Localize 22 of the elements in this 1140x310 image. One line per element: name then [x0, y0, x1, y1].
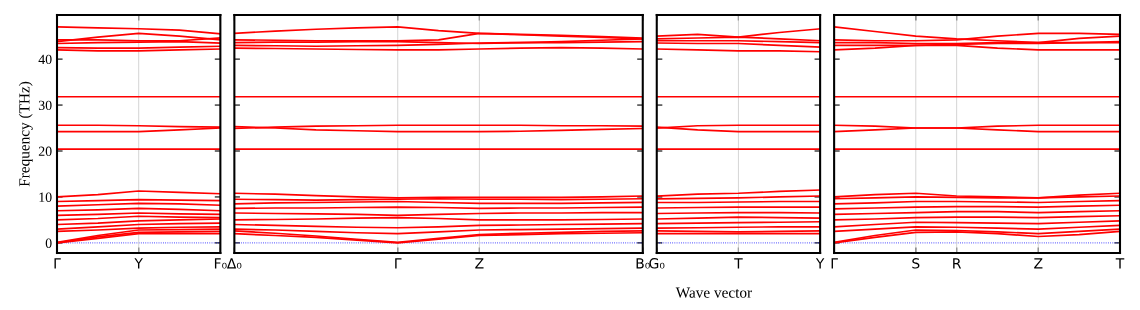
- x-tick-label: T: [734, 258, 743, 269]
- x-tick-label: S: [912, 258, 920, 269]
- x-tick-label: Γ: [54, 258, 61, 269]
- x-tick-label: B₀: [636, 258, 650, 269]
- y-axis-title: Frequency (THz): [18, 81, 33, 187]
- x-tick-label: Δ₀: [226, 258, 242, 269]
- x-tick-label: Y: [134, 258, 143, 269]
- x-tick-label: Z: [475, 258, 484, 269]
- x-tick-label: R: [953, 258, 962, 269]
- y-tick-label: 10: [39, 192, 52, 202]
- y-tick-label: 30: [38, 100, 52, 111]
- x-axis-title: Wave vector: [675, 287, 752, 298]
- y-tick-label: 40: [38, 54, 52, 65]
- x-tick-label: G₀: [649, 258, 665, 269]
- y-tick-label: 0: [45, 238, 52, 248]
- x-tick-label: Γ: [395, 258, 402, 269]
- y-tick-label: 20: [38, 146, 52, 156]
- x-tick-label: F₀: [214, 258, 227, 269]
- x-tick-label: Z: [1034, 258, 1043, 269]
- x-tick-label: T: [1115, 258, 1125, 269]
- x-tick-label: Γ: [831, 258, 838, 269]
- x-tick-label: Y: [815, 258, 825, 269]
